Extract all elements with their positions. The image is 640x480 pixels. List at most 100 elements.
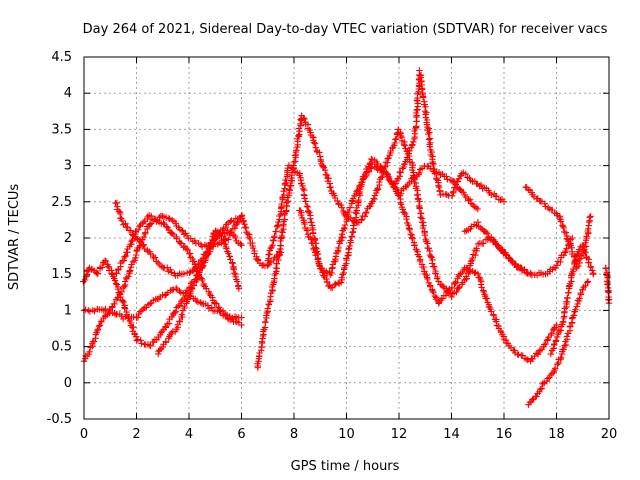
data-point: [575, 263, 582, 270]
data-point: [386, 175, 393, 182]
y-tick-label: 1: [64, 303, 72, 318]
data-point: [202, 254, 210, 262]
data-point: [397, 190, 405, 197]
data-point: [328, 265, 336, 272]
data-point: [338, 204, 346, 211]
data-point: [415, 253, 423, 260]
data-point: [403, 154, 411, 161]
data-point: [397, 169, 404, 176]
axis-layer: 0 2 4 6 8 10 12 14 16 18 20 -0.5 0 0.5 1 1.5 2 2.5 3 3.5 4 4.…: [47, 50, 618, 442]
data-point: [562, 229, 570, 236]
data-point: [449, 290, 456, 297]
data-point: [345, 246, 352, 253]
data-point: [477, 224, 484, 232]
data-point: [490, 312, 497, 319]
series-track-14: [547, 242, 597, 358]
data-point: [426, 143, 434, 150]
data-point: [285, 198, 292, 205]
data-point: [448, 293, 455, 301]
x-tick-label: 2: [132, 427, 140, 442]
data-point: [442, 191, 449, 198]
data-point: [126, 268, 133, 275]
data-point: [122, 252, 129, 260]
data-point: [218, 233, 225, 240]
data-point: [444, 287, 452, 294]
data-point: [416, 169, 423, 176]
data-point: [327, 183, 334, 191]
data-point: [444, 176, 451, 183]
data-point: [194, 275, 201, 282]
data-point: [137, 337, 144, 344]
x-tick-label: 6: [237, 427, 245, 442]
data-point: [448, 284, 456, 291]
data-point: [560, 314, 567, 322]
data-point: [156, 346, 163, 354]
data-point: [550, 325, 558, 332]
data-point: [121, 305, 129, 312]
data-point: [171, 309, 178, 316]
data-point: [351, 217, 358, 224]
x-tick-label: 4: [185, 427, 193, 442]
data-point: [199, 276, 206, 284]
data-point: [160, 219, 167, 226]
data-point: [301, 115, 308, 123]
data-point: [235, 285, 243, 292]
data-point: [571, 257, 579, 265]
data-point: [306, 209, 313, 216]
data-point: [477, 281, 485, 288]
x-tick-label: 14: [443, 427, 460, 442]
data-point: [290, 158, 298, 166]
data-point: [181, 243, 189, 250]
data-point: [157, 329, 165, 336]
data-point: [368, 155, 375, 163]
data-point: [478, 284, 485, 291]
data-point: [492, 240, 499, 247]
data-point: [587, 213, 594, 220]
data-point: [270, 237, 277, 244]
data-point: [242, 224, 249, 231]
data-point: [283, 179, 290, 186]
data-point: [474, 205, 481, 213]
data-point: [114, 294, 121, 302]
data-point: [604, 281, 611, 288]
data-point: [416, 257, 424, 265]
data-point: [82, 306, 89, 313]
data-point: [94, 270, 102, 277]
data-point: [332, 256, 339, 263]
data-point: [570, 266, 577, 273]
data-point: [163, 223, 170, 230]
data-point: [417, 214, 424, 221]
data-point: [223, 245, 230, 252]
data-point: [127, 227, 134, 234]
data-point: [349, 228, 357, 235]
data-point: [322, 167, 329, 174]
data-point: [280, 221, 287, 228]
data-point: [178, 227, 186, 234]
data-point: [159, 343, 167, 351]
data-point: [234, 278, 241, 285]
data-point: [264, 305, 271, 312]
data-point: [553, 333, 561, 341]
data-point: [269, 242, 276, 249]
data-point: [172, 308, 179, 315]
data-point: [301, 195, 308, 202]
x-tick-label: 10: [338, 427, 355, 442]
data-point: [162, 324, 170, 331]
data-point: [176, 318, 183, 325]
data-point: [548, 330, 555, 337]
data-point: [272, 228, 279, 235]
data-point: [262, 318, 269, 326]
data-point: [102, 257, 110, 265]
data-point: [164, 264, 171, 271]
data-point: [412, 109, 420, 117]
data-point: [168, 269, 175, 276]
data-point: [557, 218, 565, 225]
data-point: [159, 213, 166, 220]
data-point: [497, 196, 504, 204]
data-point: [560, 346, 567, 353]
data-point: [385, 154, 392, 162]
data-point: [605, 296, 612, 304]
data-point: [338, 234, 345, 242]
data-point: [421, 232, 429, 239]
data-point: [590, 271, 597, 278]
